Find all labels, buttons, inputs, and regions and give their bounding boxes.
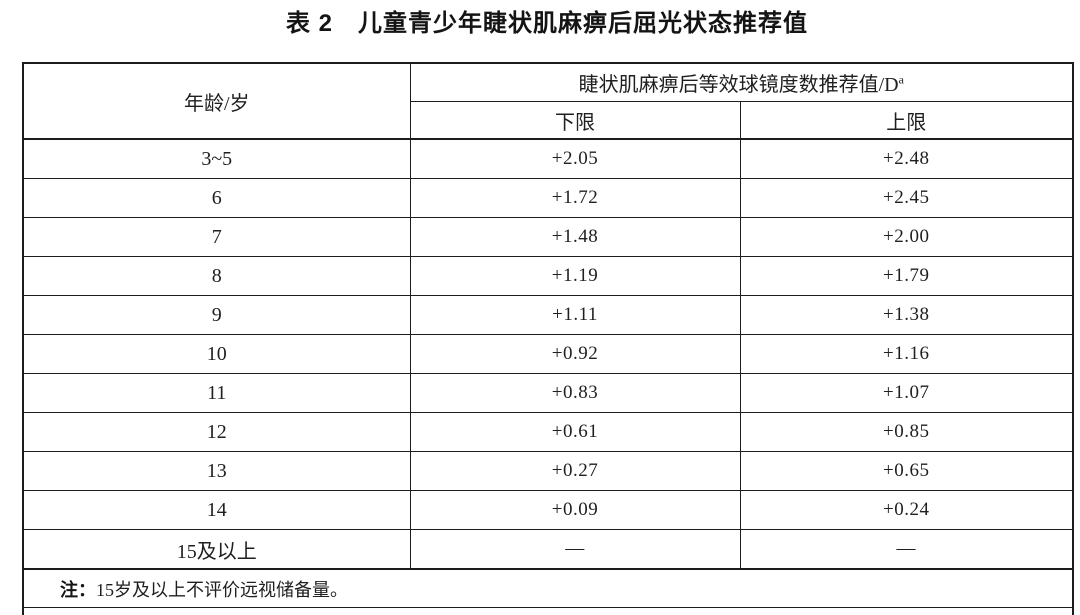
note-text: 15岁及以上不评价远视储备量。 [96, 579, 348, 600]
lower-limit-cell: +1.19 [409, 256, 741, 296]
upper-limit-cell: +1.07 [739, 373, 1074, 413]
header-row-group: 年龄/岁 睫状肌麻痹后等效球镜度数推荐值/Da [22, 62, 1074, 140]
upper-limit-cell: +2.48 [739, 138, 1074, 179]
lower-limit-cell: +1.72 [409, 178, 741, 218]
footnote-marker: a [898, 72, 904, 87]
table-row-age-13: 13 +0.27 +0.65 [22, 451, 1074, 491]
lower-limit-cell: +0.83 [409, 373, 741, 413]
table-row-age-14: 14 +0.09 +0.24 [22, 490, 1074, 530]
table-row-age-11: 11 +0.83 +1.07 [22, 373, 1074, 413]
table-row-age-3-5: 3~5 +2.05 +2.48 [22, 138, 1074, 179]
age-cell: 9 [22, 295, 411, 335]
col-header-age: 年龄/岁 [22, 62, 411, 140]
note-label: 注： [60, 579, 96, 600]
group-header-text: 睫状肌麻痹后等效球镜度数推荐值/D [578, 74, 899, 96]
table-row-age-8: 8 +1.19 +1.79 [22, 256, 1074, 296]
col-header-upper-limit: 上限 [739, 101, 1074, 140]
age-cell: 7 [22, 217, 411, 257]
upper-limit-cell: +1.79 [739, 256, 1074, 296]
lower-limit-cell: +2.05 [409, 138, 741, 179]
table-row-age-15-plus: 15及以上 — — [22, 529, 1074, 570]
age-cell: 13 [22, 451, 411, 491]
upper-limit-cell: +2.45 [739, 178, 1074, 218]
table-row-age-9: 9 +1.11 +1.38 [22, 295, 1074, 335]
header-row-sub: 下限 上限 [23, 101, 1074, 140]
table-row-age-10: 10 +0.92 +1.16 [22, 334, 1074, 374]
age-cell: 14 [22, 490, 411, 530]
upper-limit-cell: +1.16 [739, 334, 1074, 374]
refraction-recommendation-table: 年龄/岁 睫状肌麻痹后等效球镜度数推荐值/Da 下限 上限 3~5 +2.05 … [22, 62, 1075, 615]
table-row-age-6: 6 +1.72 +2.45 [22, 178, 1074, 218]
age-cell: 10 [22, 334, 411, 374]
table-caption: 表 2 儿童青少年睫状肌麻痹后屈光状态推荐值 [285, 10, 808, 37]
lower-limit-cell: +0.61 [409, 412, 741, 452]
lower-limit-cell: +0.09 [409, 490, 741, 530]
lower-limit-cell: +0.27 [409, 451, 741, 491]
age-cell: 11 [22, 373, 411, 413]
age-cell: 3~5 [22, 138, 411, 179]
table-row-age-7: 7 +1.48 +2.00 [22, 217, 1074, 257]
age-cell: 8 [22, 256, 411, 296]
age-cell: 12 [22, 412, 411, 452]
age-cell: 15及以上 [22, 529, 411, 570]
lower-limit-cell: +1.11 [409, 295, 741, 335]
table-note-row: 注：15岁及以上不评价远视储备量。 [22, 568, 1074, 608]
upper-limit-cell: +0.24 [739, 490, 1074, 530]
upper-limit-cell: +1.38 [739, 295, 1074, 335]
col-header-group: 睫状肌麻痹后等效球镜度数推荐值/Da [409, 62, 1074, 102]
lower-limit-cell: +0.92 [409, 334, 741, 374]
table-continuation-row-cutoff [22, 607, 1074, 615]
age-cell: 6 [22, 178, 411, 218]
lower-limit-cell: — [409, 529, 741, 570]
upper-limit-cell: +0.65 [739, 451, 1074, 491]
table-note-cell: 注：15岁及以上不评价远视储备量。 [22, 568, 1074, 608]
upper-limit-cell: — [739, 529, 1074, 570]
upper-limit-cell: +2.00 [739, 217, 1074, 257]
col-header-lower-limit: 下限 [409, 101, 741, 140]
table-continuation-cell [22, 607, 1074, 615]
lower-limit-cell: +1.48 [409, 217, 741, 257]
table-row-age-12: 12 +0.61 +0.85 [22, 412, 1074, 452]
upper-limit-cell: +0.85 [739, 412, 1074, 452]
